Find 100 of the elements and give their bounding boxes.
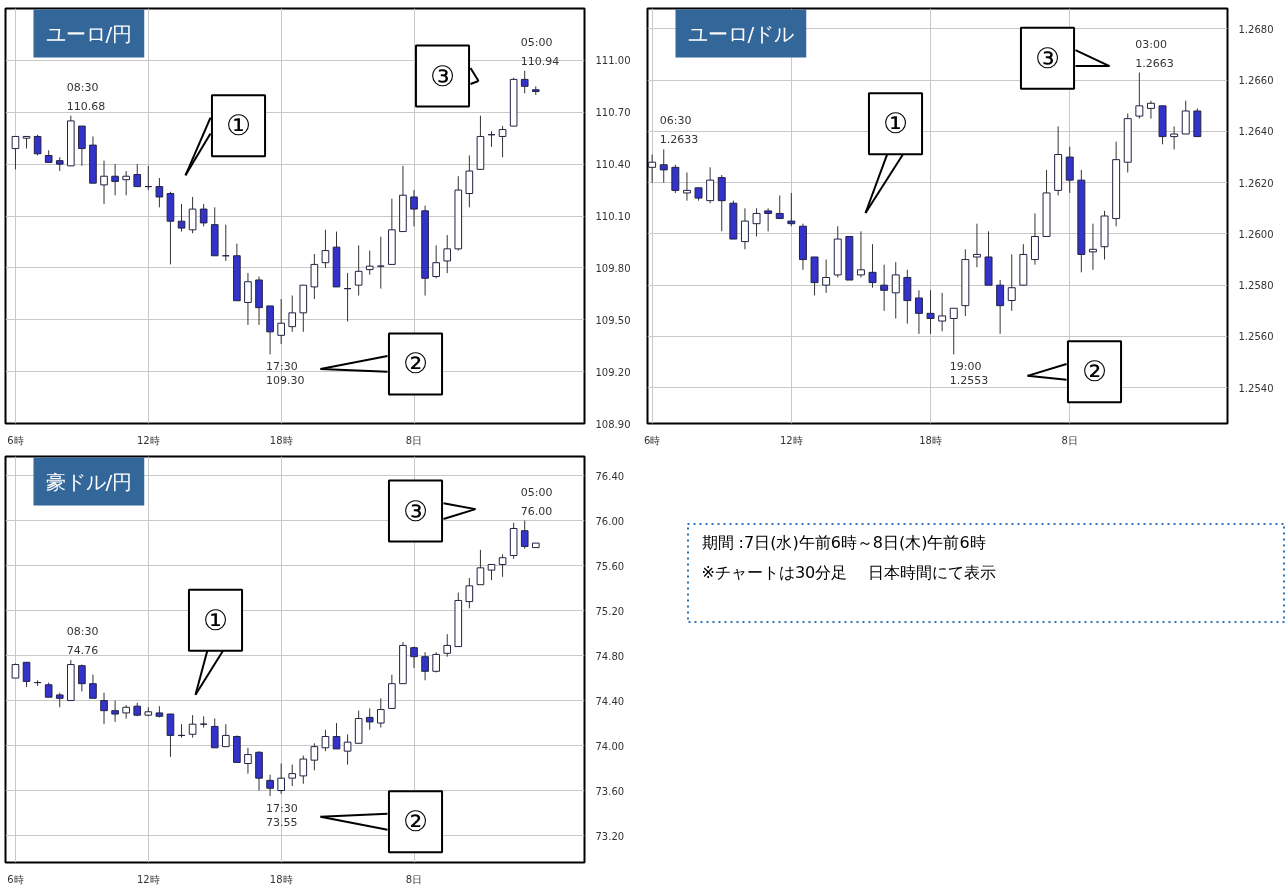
annotation: ② <box>402 805 429 839</box>
candlestick <box>868 243 877 289</box>
y-tick-label: 76.00 <box>595 515 625 527</box>
candlestick <box>498 125 507 158</box>
candlestick <box>648 154 657 184</box>
candlestick <box>321 729 330 752</box>
candlestick <box>354 244 363 297</box>
candlestick <box>33 134 42 156</box>
candlestick <box>1088 223 1097 271</box>
candlestick <box>1146 100 1155 120</box>
y-tick-label: 75.20 <box>595 605 625 617</box>
x-tick-label: 12時 <box>136 434 160 446</box>
candlestick <box>476 549 485 586</box>
x-tick-label: 12時 <box>136 873 160 885</box>
candlestick <box>343 733 352 766</box>
annotation: 1.2663 <box>1135 56 1174 70</box>
candlestick <box>432 244 440 279</box>
candlestick <box>926 289 935 335</box>
candlestick <box>671 164 680 194</box>
x-tick-label: 8日 <box>405 434 423 446</box>
candlestick <box>949 307 958 355</box>
candlestick <box>288 764 297 787</box>
candlestick <box>78 664 86 693</box>
annotation: 08:30 <box>66 80 99 94</box>
y-tick-label: 1.2680 <box>1238 23 1274 35</box>
candlestick <box>188 196 197 234</box>
y-tick-label: 109.80 <box>595 262 631 274</box>
annotation: ② <box>402 347 429 381</box>
y-tick-label: 109.20 <box>595 366 631 378</box>
candlestick <box>1135 72 1144 120</box>
annotation: 17:30 <box>266 360 298 374</box>
candlestick <box>122 170 130 196</box>
y-tick-label: 73.60 <box>595 785 625 797</box>
y-tick-label: 1.2640 <box>1238 126 1274 138</box>
text: 期間 :7日(水)午前6時～8日(木)午前6時 <box>701 532 986 552</box>
annotation: ② <box>1081 355 1108 389</box>
annotation: 109.30 <box>266 374 305 388</box>
candlestick <box>972 223 981 268</box>
candlestick <box>299 755 308 785</box>
candlestick <box>244 747 252 775</box>
candlestick <box>133 163 142 188</box>
y-tick-label: 1.2600 <box>1238 228 1274 240</box>
text: 豪ドル/円 <box>45 469 133 494</box>
candlestick <box>740 207 749 250</box>
y-tick-label: 76.40 <box>595 470 625 482</box>
annotation: ① <box>225 109 252 143</box>
candlestick <box>365 707 374 731</box>
candlestick <box>266 774 274 797</box>
candlestick <box>78 125 86 167</box>
y-tick-label: 1.2660 <box>1238 75 1274 87</box>
annotation: ③ <box>402 494 429 528</box>
annotation: 1.2633 <box>659 133 699 147</box>
candlestick <box>89 674 97 699</box>
candlestick <box>1007 253 1016 312</box>
annotation: 74.76 <box>66 644 99 658</box>
annotation: 73.55 <box>266 816 298 830</box>
candlestick <box>310 742 319 771</box>
candlestick <box>659 148 668 184</box>
x-tick-label: 18時 <box>919 434 942 446</box>
annotation: 76.00 <box>520 504 553 518</box>
candlestick <box>188 714 197 739</box>
candlestick <box>465 154 474 208</box>
candlestick <box>111 700 119 723</box>
candlestick <box>903 269 912 325</box>
candlestick <box>856 230 865 278</box>
candlestick <box>288 295 297 333</box>
annotation: 110.94 <box>520 54 560 68</box>
annotation: 1.2553 <box>949 374 989 388</box>
text: ユーロ/円 <box>45 21 133 46</box>
annotation: 08:30 <box>66 625 99 639</box>
candlestick <box>498 553 507 578</box>
candlestick <box>421 651 429 681</box>
candlestick <box>332 722 341 750</box>
y-tick-label: 1.2540 <box>1238 382 1274 394</box>
candlestick <box>155 177 164 208</box>
candlestick <box>11 135 20 170</box>
candlestick <box>410 189 418 227</box>
x-tick-label: 6時 <box>7 873 24 885</box>
y-tick-label: 75.60 <box>595 560 625 572</box>
candlestick <box>682 171 691 202</box>
candlestick <box>22 661 31 688</box>
candlestick <box>100 160 108 205</box>
candlestick <box>914 289 923 335</box>
candlestick <box>166 713 175 758</box>
text: ※チャートは30分足 日本時間にて表示 <box>701 562 997 582</box>
x-tick-label: 6時 <box>643 434 661 446</box>
candlestick <box>244 272 252 326</box>
y-tick-label: 1.2580 <box>1238 280 1274 292</box>
candlestick <box>111 163 119 196</box>
y-tick-label: 110.40 <box>595 159 631 171</box>
candlestick <box>520 70 529 94</box>
y-tick-label: 74.40 <box>595 695 625 707</box>
candlestick <box>277 763 285 795</box>
text: ユーロ/ドル <box>687 21 795 46</box>
candlestick <box>1030 212 1039 266</box>
annotation: ③ <box>1034 41 1061 75</box>
candlestick <box>775 195 784 220</box>
x-tick-label: 8日 <box>1061 434 1078 446</box>
candlestick <box>938 292 947 332</box>
candlestick <box>764 207 773 232</box>
